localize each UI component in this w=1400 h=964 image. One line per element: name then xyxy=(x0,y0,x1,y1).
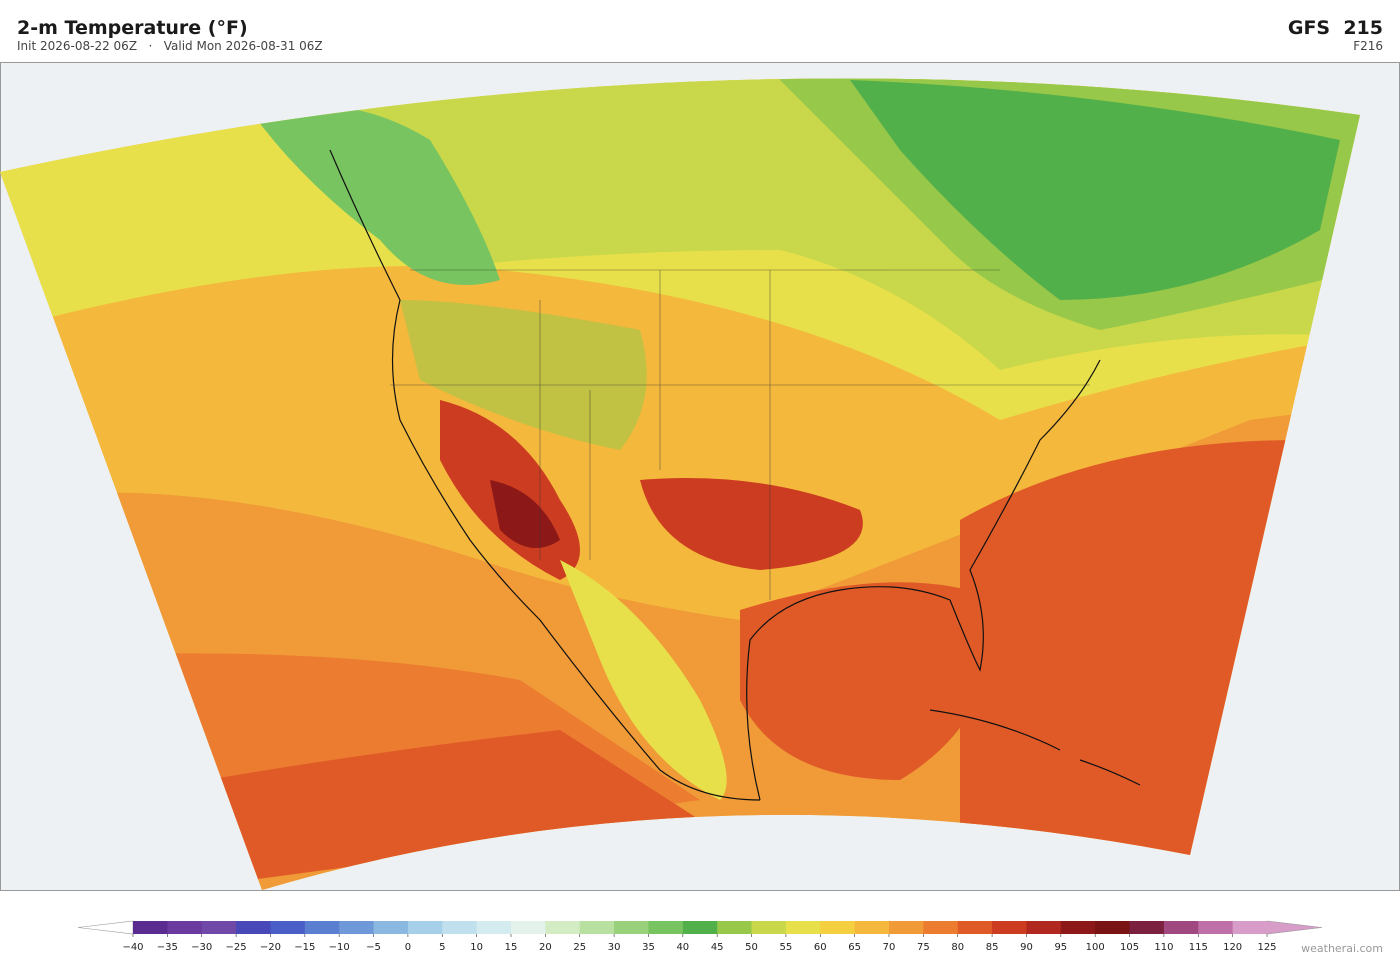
map xyxy=(0,62,1400,891)
colorbar-tick-label: 0 xyxy=(405,942,411,953)
colorbar-tick-label: 85 xyxy=(986,942,999,953)
colorbar-tick-label: 45 xyxy=(711,942,724,953)
colorbar-tick-label: 15 xyxy=(505,942,518,953)
colorbar-segment xyxy=(133,921,168,934)
colorbar-tick-label: 35 xyxy=(642,942,655,953)
colorbar-tick-label: −15 xyxy=(294,942,315,953)
colorbar-tick-label: 5 xyxy=(439,942,445,953)
colorbar-tick-label: −30 xyxy=(191,942,212,953)
colorbar-tick-label: −40 xyxy=(122,942,143,953)
colorbar-segment xyxy=(820,921,856,934)
colorbar-segment xyxy=(270,921,306,934)
colorbar-segment xyxy=(442,921,478,934)
colorbar-tick-label: 20 xyxy=(539,942,552,953)
colorbar-tick-label: 60 xyxy=(814,942,827,953)
colorbar-tick-label: 55 xyxy=(780,942,793,953)
colorbar-segment xyxy=(889,921,924,934)
colorbar-tick-label: 10 xyxy=(470,942,483,953)
colorbar-tick-label: 30 xyxy=(608,942,621,953)
colorbar-segment xyxy=(717,921,753,934)
colorbar-segment xyxy=(1163,921,1199,934)
colorbar-tick-label: −20 xyxy=(260,942,281,953)
colorbar-tick-label: 105 xyxy=(1120,942,1139,953)
colorbar-segment xyxy=(339,921,375,934)
colorbar-segment xyxy=(579,921,615,934)
model: GFS 215 xyxy=(1288,17,1383,39)
colorbar-tick-label: 40 xyxy=(676,942,689,953)
colorbar-segment xyxy=(648,921,684,934)
colorbar-under xyxy=(77,920,134,935)
colorbar-segment xyxy=(201,921,237,934)
colorbar-tick-label: −10 xyxy=(329,942,350,953)
colorbar: −40 −35 −30 −25 −20 −15 −10 −5 0 5 10 15 20 25 30 35 40 4… xyxy=(77,920,1323,953)
colorbar-segment xyxy=(614,921,649,934)
colorbar-segment xyxy=(373,921,409,934)
colorbar-tick-label: 80 xyxy=(951,942,964,953)
title: 2-m Temperature (°F) xyxy=(17,17,248,39)
colorbar-segment xyxy=(785,921,821,934)
colorbar-tick-label: −25 xyxy=(226,942,247,953)
colorbar-segment xyxy=(1198,921,1234,934)
colorbar-tick-label: 125 xyxy=(1257,942,1276,953)
colorbar-segment xyxy=(476,921,512,934)
watermark: weatherai.com xyxy=(1301,942,1383,955)
borders xyxy=(390,269,1090,600)
colorbar-segment xyxy=(751,921,787,934)
colorbar-tick-label: −35 xyxy=(157,942,178,953)
colorbar-tick-label: 95 xyxy=(1054,942,1067,953)
colorbar-tick-label: 25 xyxy=(573,942,586,953)
colorbar-segment xyxy=(992,921,1027,934)
subtitle: Init 2026-08-22 06Z · Valid Mon 2026-08-… xyxy=(17,39,323,53)
colorbar-tick-label: 110 xyxy=(1154,942,1173,953)
colorbar-tick-label: 70 xyxy=(883,942,896,953)
colorbar-tick-label: 100 xyxy=(1086,942,1105,953)
colorbar-tick-label: 50 xyxy=(745,942,758,953)
colorbar-segment xyxy=(923,921,959,934)
colorbar-segment xyxy=(682,921,718,934)
colorbar-tick-label: 75 xyxy=(917,942,930,953)
coastlines xyxy=(329,149,1141,801)
colorbar-tick-label: 65 xyxy=(848,942,861,953)
colorbar-tick-label: 90 xyxy=(1020,942,1033,953)
colorbar-segment xyxy=(1026,921,1062,934)
colorbar-segment xyxy=(854,921,890,934)
colorbar-segment xyxy=(1129,921,1165,934)
colorbar-segment xyxy=(545,921,581,934)
colorbar-segment xyxy=(1060,921,1096,934)
colorbar-segment xyxy=(304,921,340,934)
colorbar-over xyxy=(1266,920,1323,935)
colorbar-tick-label: −5 xyxy=(366,942,381,953)
colorbar-segment xyxy=(511,921,546,934)
colorbar-segment xyxy=(407,921,443,934)
colorbar-segment xyxy=(957,921,993,934)
colorbar-tick-label: 120 xyxy=(1223,942,1242,953)
forecast-hour: F216 xyxy=(1353,39,1383,53)
colorbar-segment xyxy=(167,921,203,934)
colorbar-segment xyxy=(1095,921,1131,934)
colorbar-segment xyxy=(1232,921,1268,934)
colorbar-segment xyxy=(236,921,271,934)
colorbar-tick-label: 115 xyxy=(1189,942,1208,953)
